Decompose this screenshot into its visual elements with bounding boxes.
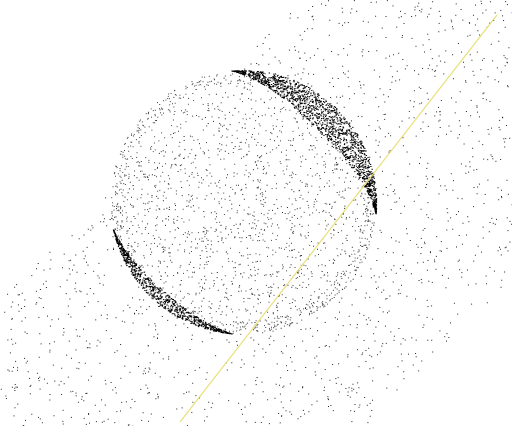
axis-line [179, 14, 498, 423]
